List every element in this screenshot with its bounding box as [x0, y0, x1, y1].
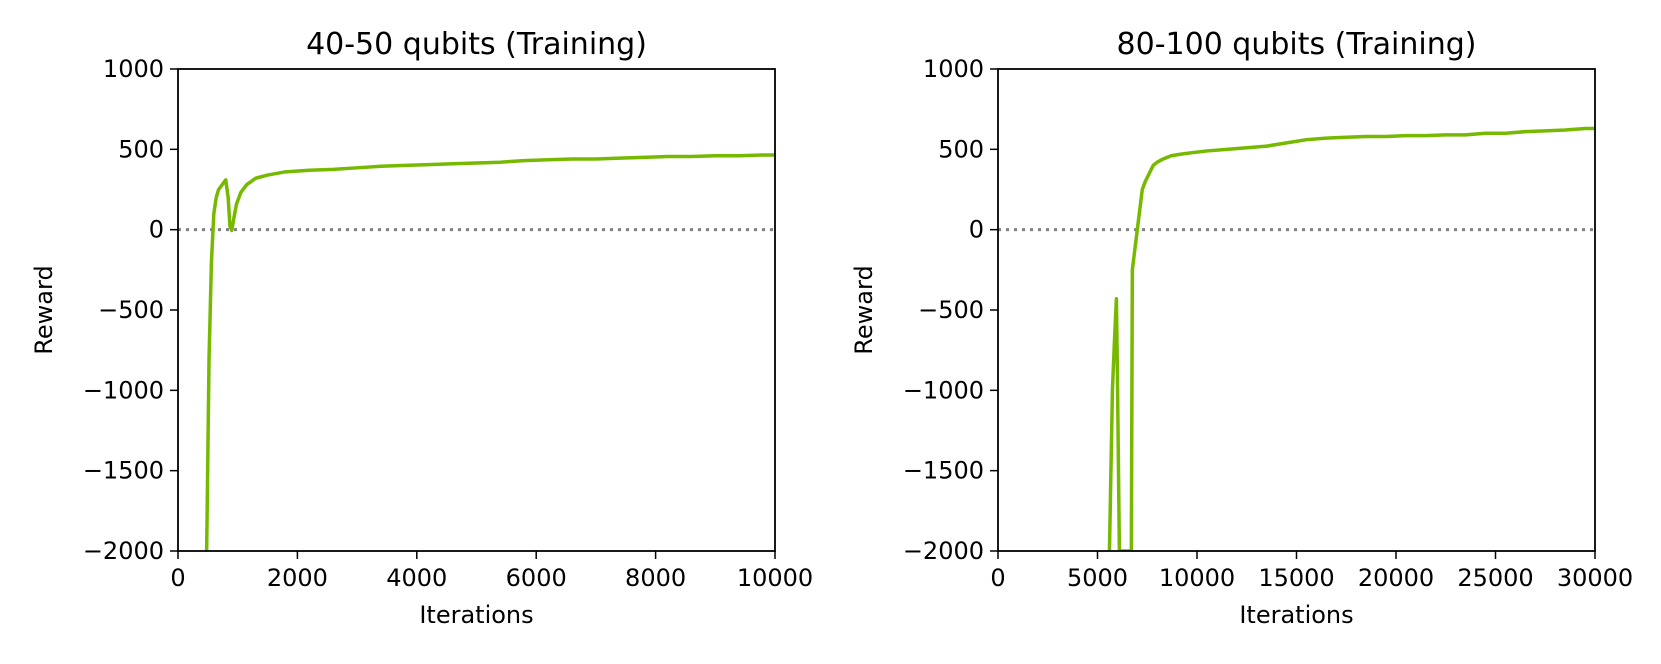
left-chart-x-tick-label: 10000 — [737, 564, 813, 592]
left-chart-y-tick-label: −1000 — [83, 376, 164, 404]
right-chart-panel: 80-100 qubits (Training) Iterations Rewa… — [850, 27, 1633, 629]
right-chart-x-tick-label: 25000 — [1457, 564, 1533, 592]
right-chart-y-tick-label: −2000 — [903, 537, 984, 565]
right-chart-y-tick-label: −500 — [918, 296, 984, 324]
left-chart-x-tick-label: 6000 — [506, 564, 567, 592]
right-chart-y-axis-label: Reward — [850, 265, 878, 354]
right-chart-y-tick-label: 0 — [969, 216, 984, 244]
right-chart-x-tick-label: 0 — [990, 564, 1005, 592]
right-chart-plot-area: 0 5000 10000 15000 20000 25000 3000010005000−5… — [903, 55, 1633, 592]
left-chart-y-tick-label: −1500 — [83, 457, 164, 485]
right-chart-y-tick-label: −1500 — [903, 457, 984, 485]
left-chart-x-tick-label: 4000 — [386, 564, 447, 592]
right-chart-x-tick-label: 20000 — [1358, 564, 1434, 592]
right-chart-y-tick-label: 1000 — [923, 55, 984, 83]
left-chart-y-tick-label: 500 — [118, 135, 164, 163]
left-chart-x-tick-label: 0 — [170, 564, 185, 592]
right-chart-x-tick-label: 30000 — [1557, 564, 1633, 592]
left-chart-panel: 40-50 qubits (Training) Iterations Rewar… — [30, 27, 813, 629]
right-chart-title: 80-100 qubits (Training) — [1117, 27, 1477, 62]
left-chart-y-tick-label: −2000 — [83, 537, 164, 565]
left-chart-y-tick-label: 1000 — [103, 55, 164, 83]
left-chart-x-tick-label: 2000 — [267, 564, 328, 592]
right-chart-x-axis-label: Iterations — [1239, 601, 1353, 629]
left-chart-y-tick-label: −500 — [98, 296, 164, 324]
left-chart-plot-area: 0 2000 4000 6000 8000 10000 1000 500 0 −500 −1000 −… — [83, 55, 813, 592]
right-chart-x-tick-label: 5000 — [1067, 564, 1128, 592]
right-chart-x-tick-label: 15000 — [1258, 564, 1334, 592]
left-chart-axes-frame — [177, 68, 776, 552]
right-chart-y-tick-label: −1000 — [903, 376, 984, 404]
right-chart-x-tick-label: 10000 — [1159, 564, 1235, 592]
right-chart-series-line — [1107, 126, 1595, 551]
left-chart-y-tick-label: 0 — [149, 216, 164, 244]
left-chart-x-tick-label: 8000 — [625, 564, 686, 592]
right-chart-y-tick-label: 500 — [938, 135, 984, 163]
left-chart-y-axis-label: Reward — [30, 265, 58, 354]
left-chart-title: 40-50 qubits (Training) — [306, 27, 647, 62]
left-chart-x-axis-label: Iterations — [419, 601, 533, 629]
left-chart-series-line — [204, 153, 775, 551]
